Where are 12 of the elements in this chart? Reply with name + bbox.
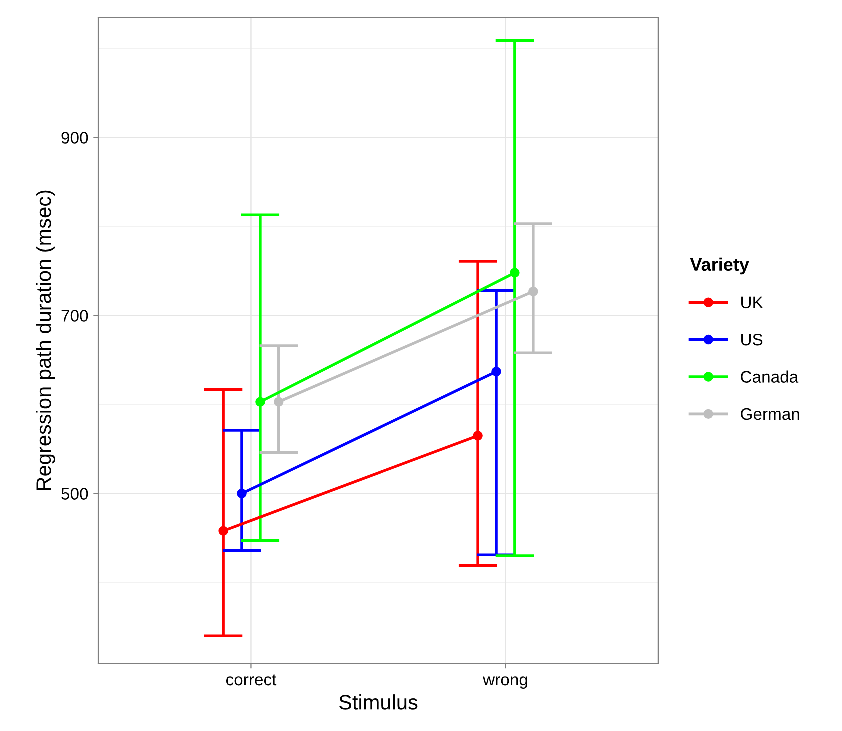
- x-axis-title: Stimulus: [339, 694, 418, 710]
- y-tick-label: 900: [62, 132, 88, 144]
- y-tick-label: 700: [62, 310, 88, 322]
- y-axis-title: Regression path duration (msec): [36, 190, 56, 490]
- legend-label: German: [741, 408, 800, 420]
- x-tick-label: wrong: [483, 676, 528, 690]
- x-tick-label: correct: [226, 674, 277, 686]
- legend-title: Variety: [690, 258, 750, 275]
- legend-label: Canada: [741, 370, 799, 383]
- legend-label: US: [742, 334, 763, 346]
- legend-label: UK: [742, 296, 764, 309]
- y-tick-label: 500: [62, 488, 88, 500]
